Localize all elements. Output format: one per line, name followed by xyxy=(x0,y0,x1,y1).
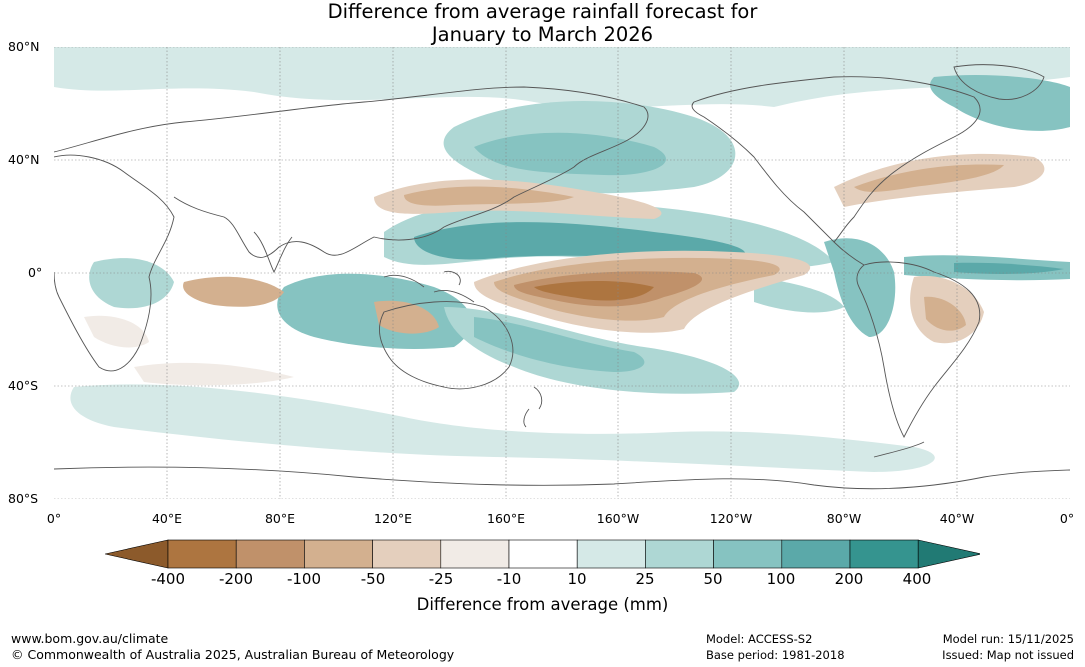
coast-antarctica xyxy=(54,466,1070,490)
indian-ocean-dry xyxy=(183,276,284,307)
colorbar-label: -400 xyxy=(150,570,186,588)
lon-label-40w: 40°W xyxy=(939,511,975,526)
coast-antarctic-peninsula xyxy=(873,441,925,458)
model-name: Model: ACCESS-S2 xyxy=(706,632,813,646)
north-atlantic-wet xyxy=(930,75,1070,131)
lon-label-80e: 80°E xyxy=(264,511,296,526)
colorbar-segment xyxy=(645,539,714,569)
colorbar-segment xyxy=(849,539,919,569)
coast-australia xyxy=(378,301,514,390)
lat-label-80s: 80°S xyxy=(8,491,39,506)
coast-maritime xyxy=(383,270,475,303)
colorbar-extend-high xyxy=(917,539,980,569)
website-link[interactable]: www.bom.gov.au/climate xyxy=(11,631,169,646)
footer-left: www.bom.gov.au/climate © Commonwealth of… xyxy=(11,631,454,662)
colorbar-label: 25 xyxy=(635,570,655,588)
colorbar-segment xyxy=(508,539,578,569)
lon-label-40e: 40°E xyxy=(151,511,183,526)
colorbar-unit-label: Difference from average (mm) xyxy=(416,595,669,614)
issued-status: Issued: Map not issued xyxy=(942,647,1074,662)
colorbar-label: -50 xyxy=(360,570,386,588)
map-canvas xyxy=(54,47,1070,499)
title-line-2: January to March 2026 xyxy=(431,23,654,46)
lat-label-80n: 80°N xyxy=(8,39,40,54)
drier-anomaly-regions xyxy=(84,153,1045,386)
coast-africa xyxy=(54,154,175,372)
arctic-wet-band xyxy=(54,47,1070,108)
coast-north-america xyxy=(691,76,981,243)
us-east-dry-core xyxy=(854,164,1004,192)
lon-label-80w: 80°W xyxy=(826,511,862,526)
north-pacific-dry-core xyxy=(404,186,574,206)
rainfall-map xyxy=(54,47,1070,499)
spcz-wet-core xyxy=(474,317,645,372)
colorbar-label: 10 xyxy=(567,570,587,588)
lon-label-0-east: 0° xyxy=(1059,511,1075,526)
colorbar-segment xyxy=(167,539,237,569)
colorbar-segment xyxy=(576,539,646,569)
central-pacific-dry-core xyxy=(534,281,654,301)
colorbar-segment xyxy=(440,539,510,569)
footer-model-info: Model: ACCESS-S2 Base period: 1981-2018 xyxy=(706,632,845,663)
colorbar-label: -10 xyxy=(496,570,522,588)
base-period: Base period: 1981-2018 xyxy=(706,647,845,662)
south-america-dry-core xyxy=(924,296,966,331)
footer-run-info: Model run: 15/11/2025 Issued: Map not is… xyxy=(942,632,1074,663)
model-run-date: Model run: 15/11/2025 xyxy=(942,632,1074,646)
colorbar-label: -25 xyxy=(428,570,454,588)
colorbar-segment xyxy=(781,539,851,569)
colorbar-label: 200 xyxy=(834,570,864,588)
map-title: Difference from average rainfall forecas… xyxy=(0,0,1085,46)
atlantic-itcz-wet-core xyxy=(954,262,1064,274)
australia-dry xyxy=(374,300,439,334)
indian-ocean-south-dry xyxy=(134,362,294,386)
colorbar-segment xyxy=(304,539,373,569)
colorbar-label: -100 xyxy=(286,570,322,588)
lon-label-160e: 160°E xyxy=(486,511,526,526)
lat-label-40s: 40°S xyxy=(8,378,39,393)
lon-label-0-west: 0° xyxy=(46,511,62,526)
colorbar-label: 50 xyxy=(703,570,723,588)
south-pacific-east-wet xyxy=(754,277,844,313)
coastlines xyxy=(54,64,1070,490)
coast-new-zealand xyxy=(523,386,543,428)
title-line-1: Difference from average rainfall forecas… xyxy=(327,0,758,23)
colorbar xyxy=(105,539,980,569)
copyright-text: © Commonwealth of Australia 2025, Austra… xyxy=(11,646,455,662)
lat-label-40n: 40°N xyxy=(8,152,40,167)
coast-greenland xyxy=(953,64,1045,100)
lon-label-120e: 120°E xyxy=(373,511,413,526)
colorbar-label: 100 xyxy=(766,570,796,588)
colorbar-label: 400 xyxy=(902,570,932,588)
colorbar-segment xyxy=(372,539,442,569)
lon-label-120w: 120°W xyxy=(709,511,753,526)
nw-pacific-wet-core xyxy=(474,132,666,176)
graticule xyxy=(54,47,1070,499)
colorbar-label: -200 xyxy=(218,570,254,588)
colorbar-segment xyxy=(235,539,305,569)
southern-ocean-wet xyxy=(70,384,935,472)
tropical-pacific-north-wet-core xyxy=(414,222,746,260)
colorbar-extend-low xyxy=(105,539,169,569)
coast-eurasia xyxy=(54,86,649,258)
coast-central-america xyxy=(833,241,865,266)
colorbar-segment xyxy=(713,539,783,569)
coast-south-america xyxy=(856,261,981,438)
coast-india xyxy=(253,231,293,274)
lat-label-equator: 0° xyxy=(28,265,43,280)
africa-south-dry xyxy=(84,315,149,348)
indian-ocean-wet xyxy=(89,258,174,309)
lon-label-160w: 160°W xyxy=(596,511,640,526)
